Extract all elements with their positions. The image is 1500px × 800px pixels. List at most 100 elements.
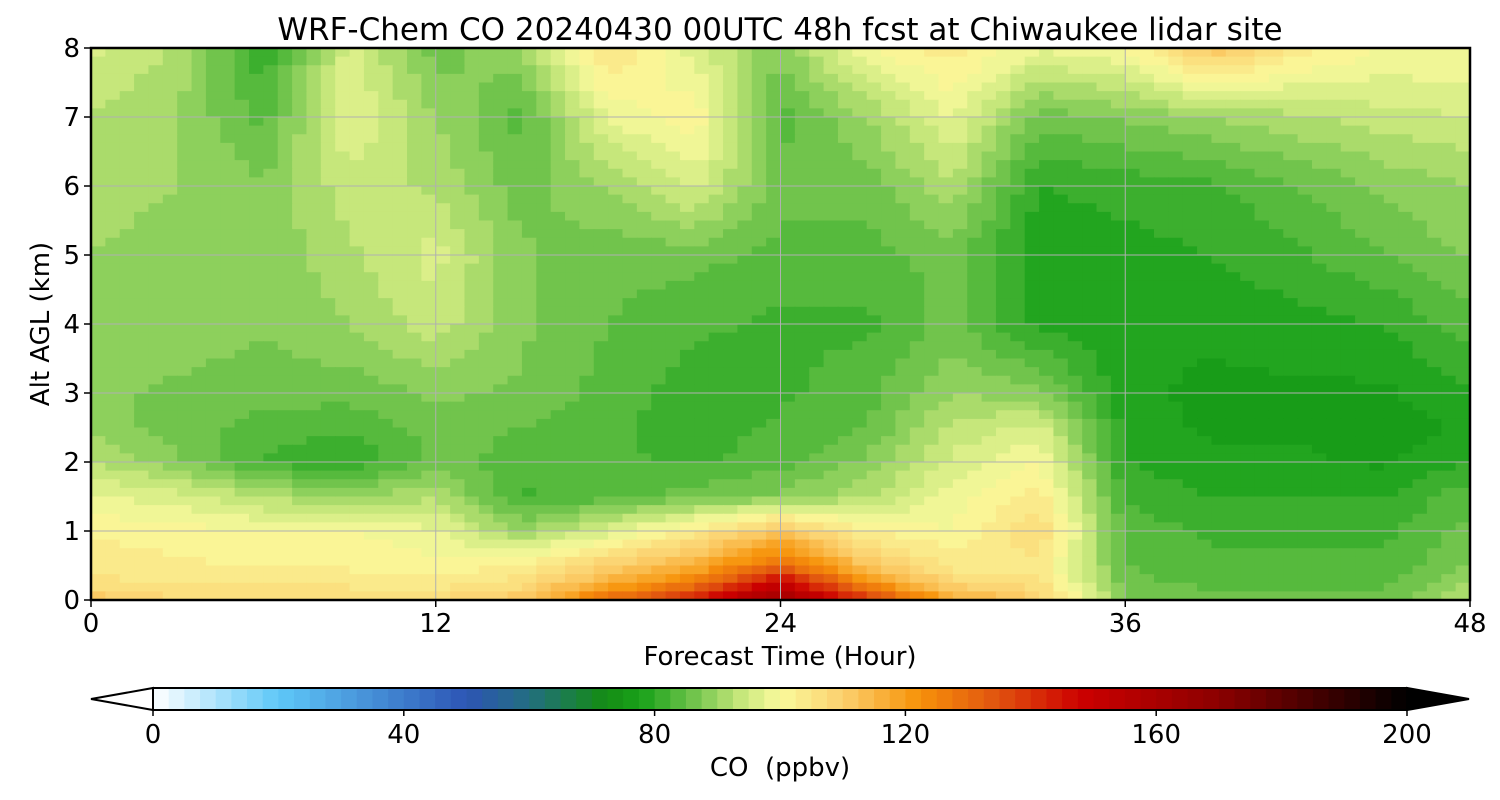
- contour-cell: [521, 142, 537, 153]
- contour-cell: [766, 151, 782, 161]
- contour-cell: [263, 418, 279, 429]
- contour-cell: [1426, 280, 1442, 291]
- contour-cell: [651, 324, 667, 334]
- contour-cell: [823, 401, 839, 411]
- contour-cell: [363, 375, 379, 385]
- contour-cell: [967, 203, 983, 213]
- contour-cell: [837, 358, 853, 368]
- contour-cell: [1211, 237, 1227, 247]
- contour-cell: [766, 82, 782, 92]
- contour-cell: [421, 142, 437, 153]
- contour-cell: [435, 332, 451, 342]
- contour-cell: [694, 194, 710, 204]
- contour-cell: [1441, 246, 1457, 256]
- contour-cell: [1297, 203, 1313, 213]
- contour-cell: [91, 48, 106, 58]
- contour-cell: [1268, 151, 1284, 161]
- contour-cell: [191, 125, 207, 135]
- contour-cell: [909, 272, 925, 282]
- contour-cell: [823, 324, 839, 334]
- contour-cell: [1268, 444, 1284, 454]
- contour-cell: [1225, 332, 1241, 342]
- contour-cell: [593, 194, 609, 204]
- contour-cell: [909, 134, 925, 144]
- contour-cell: [478, 263, 494, 273]
- contour-cell: [349, 427, 365, 437]
- contour-cell: [766, 186, 782, 196]
- contour-cell: [1110, 384, 1126, 394]
- contour-cell: [823, 108, 839, 118]
- contour-cell: [550, 220, 566, 230]
- contour-cell: [306, 237, 322, 247]
- contour-cell: [794, 324, 810, 334]
- contour-cell: [1225, 186, 1241, 196]
- contour-cell: [924, 220, 940, 230]
- contour-cell: [205, 401, 221, 411]
- contour-cell: [335, 358, 351, 368]
- contour-cell: [249, 401, 264, 411]
- contour-cell: [1441, 487, 1457, 498]
- contour-cell: [608, 487, 624, 498]
- contour-cell: [1225, 349, 1241, 360]
- contour-cell: [105, 479, 121, 489]
- contour-cell: [378, 203, 394, 213]
- contour-cell: [1082, 315, 1098, 325]
- contour-cell: [134, 332, 150, 342]
- contour-cell: [766, 436, 782, 446]
- contour-cell: [1369, 479, 1385, 489]
- contour-cell: [608, 298, 624, 308]
- contour-cell: [1297, 220, 1313, 230]
- contour-cell: [378, 393, 394, 403]
- contour-cell: [478, 160, 494, 170]
- contour-cell: [1024, 306, 1040, 316]
- contour-cell: [162, 332, 178, 342]
- contour-cell: [320, 436, 336, 446]
- contour-cell: [636, 160, 652, 170]
- contour-cell: [708, 306, 724, 316]
- contour-cell: [622, 65, 638, 75]
- contour-cell: [579, 341, 595, 351]
- contour-cell: [794, 82, 810, 92]
- contour-cell: [363, 384, 379, 394]
- contour-cell: [249, 56, 264, 66]
- contour-cell: [162, 151, 178, 161]
- contour-cell: [1211, 134, 1227, 144]
- contour-cell: [1182, 142, 1198, 153]
- contour-cell: [1311, 65, 1327, 75]
- contour-cell: [823, 444, 839, 454]
- contour-cell: [694, 418, 710, 429]
- contour-cell: [1010, 436, 1026, 446]
- contour-cell: [1067, 280, 1083, 291]
- contour-cell: [679, 203, 695, 213]
- contour-cell: [909, 427, 925, 437]
- contour-cell: [1010, 255, 1026, 265]
- contour-cell: [349, 151, 365, 161]
- contour-cell: [1412, 255, 1428, 265]
- contour-cell: [967, 91, 983, 101]
- contour-cell: [1383, 401, 1399, 411]
- contour-cell: [177, 298, 193, 308]
- contour-cell: [277, 65, 293, 75]
- contour-cell: [1383, 487, 1399, 498]
- contour-cell: [1067, 341, 1083, 351]
- contour-cell: [1441, 298, 1457, 308]
- contour-cell: [378, 108, 394, 118]
- contour-cell: [1039, 367, 1055, 377]
- contour-cell: [249, 160, 264, 170]
- contour-cell: [536, 470, 552, 480]
- contour-cell: [191, 91, 207, 101]
- contour-cell: [162, 134, 178, 144]
- contour-cell: [636, 462, 652, 472]
- contour-cell: [1139, 125, 1155, 135]
- contour-cell: [1297, 177, 1313, 187]
- contour-cell: [924, 125, 940, 135]
- contour-cell: [952, 220, 968, 230]
- contour-cell: [249, 186, 264, 196]
- contour-cell: [421, 444, 437, 454]
- contour-cell: [407, 151, 422, 161]
- contour-cell: [708, 479, 724, 489]
- contour-cell: [708, 108, 724, 118]
- contour-cell: [751, 48, 767, 58]
- contour-cell: [105, 246, 121, 256]
- contour-cell: [938, 315, 954, 325]
